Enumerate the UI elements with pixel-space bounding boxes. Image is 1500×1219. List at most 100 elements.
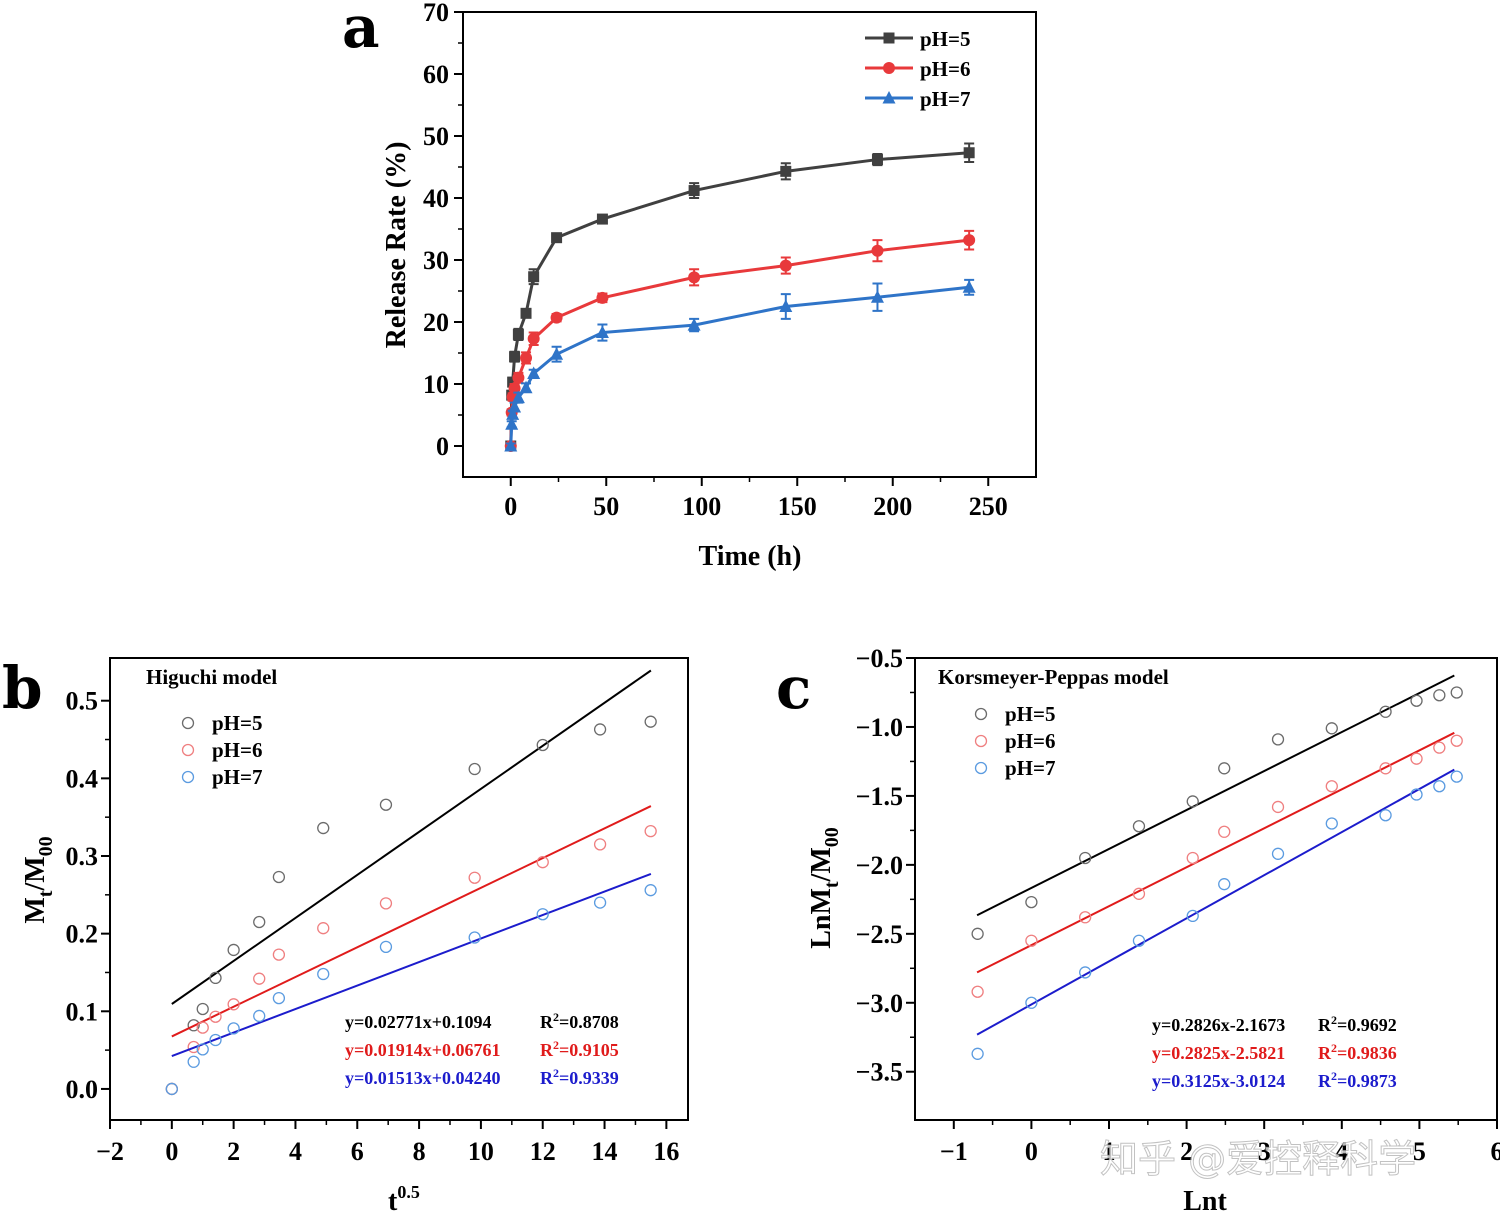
- chart-c-legend-marker: [974, 707, 988, 721]
- chart-b-point: [379, 798, 393, 811]
- chart-b-ytick-label: 0.2: [66, 920, 99, 949]
- chart-b-point: [593, 838, 607, 851]
- chart-c-point: [1079, 966, 1092, 979]
- chart-a-ytick-label: 30: [423, 246, 449, 275]
- chart-c-point: [1132, 934, 1146, 947]
- chart-b-equation: y=0.01513x+0.04240: [345, 1068, 501, 1088]
- chart-c-point: [971, 927, 984, 940]
- chart-a-point: [688, 185, 700, 197]
- chart-b-point: [187, 1040, 200, 1054]
- chart-a-point: [507, 376, 519, 388]
- chart-c-series-5: [971, 674, 1463, 940]
- chart-b-point: [272, 991, 286, 1005]
- chart-c-r2: R2=0.9873: [1318, 1069, 1397, 1091]
- chart-b-legend-marker: [181, 770, 195, 784]
- chart-c-point: [1025, 996, 1038, 1009]
- chart-c-equation: y=0.3125x-3.0124: [1152, 1071, 1285, 1091]
- chart-c-point: [1410, 752, 1423, 765]
- chart-b-xtick-label: 2: [227, 1137, 240, 1166]
- chart-b-point: [536, 738, 549, 752]
- chart-c-point: [1410, 788, 1423, 801]
- chart-b-xtick-label: 12: [530, 1137, 556, 1166]
- chart-a-point: [551, 232, 563, 244]
- chart-c-point: [1025, 934, 1038, 947]
- chart-a-legend-label: pH=5: [920, 27, 970, 51]
- chart-c-point: [1433, 689, 1446, 702]
- chart-a-ytick-label: 10: [423, 370, 449, 399]
- chart-c-point: [1218, 825, 1231, 838]
- chart-a-legend-marker: [882, 91, 896, 104]
- chart-b-point: [468, 931, 481, 944]
- chart-b-xtick-label: −2: [96, 1137, 124, 1166]
- chart-b-legend-label: pH=7: [212, 765, 262, 789]
- chart-c-point: [1186, 909, 1199, 923]
- chart-a-point: [595, 325, 609, 339]
- chart-b-xtick-label: 14: [592, 1137, 618, 1166]
- chart-c-ytick-label: −2.5: [856, 920, 903, 949]
- chart-a-xtick-label: 200: [873, 492, 912, 521]
- chart-b-point: [227, 943, 240, 957]
- panel-c-letter: c: [776, 654, 811, 722]
- chart-c-ytick-label: −3.5: [856, 1058, 903, 1087]
- chart-b-point: [468, 762, 481, 776]
- panel-a-letter: a: [342, 0, 380, 61]
- chart-a-point: [520, 351, 533, 364]
- chart-a-series-6: [504, 229, 976, 452]
- chart-a-xtick-label: 250: [969, 492, 1008, 521]
- watermark-text: 知乎 @爱控释科学: [1100, 1137, 1416, 1181]
- chart-a-point: [779, 259, 792, 272]
- chart-a-ytick-label: 0: [436, 432, 449, 461]
- chart-b-ytick-label: 0.5: [66, 687, 99, 716]
- chart-b-xlabel: t0.5: [388, 1182, 420, 1217]
- chart-c-title: Korsmeyer-Peppas model: [938, 665, 1169, 689]
- chart-b-legend-marker: [181, 716, 195, 730]
- chart-a-ytick-label: 50: [423, 122, 449, 151]
- chart-c-xtick-label: 2: [1180, 1137, 1193, 1166]
- chart-a-point: [520, 307, 532, 319]
- chart-a-point: [871, 244, 884, 257]
- chart-a-xtick-label: 50: [593, 492, 619, 521]
- chart-b-xtick-label: 4: [289, 1137, 302, 1166]
- chart-c-series-6: [971, 731, 1463, 998]
- chart-c-point: [1450, 734, 1463, 747]
- chart-b-xtick-label: 6: [351, 1137, 364, 1166]
- chart-c-point: [1379, 809, 1392, 822]
- chart-b-point: [536, 908, 549, 921]
- chart-c-equation: y=0.2826x-2.1673: [1152, 1015, 1285, 1035]
- chart-c-point: [1450, 686, 1463, 699]
- chart-b-ytick-label: 0.0: [66, 1075, 99, 1104]
- chart-a-point: [512, 371, 525, 384]
- chart-b-point: [165, 1082, 178, 1096]
- chart-a-point: [509, 351, 521, 363]
- chart-a-point: [511, 390, 525, 404]
- chart-c-point: [1271, 800, 1285, 814]
- chart-b-point: [536, 856, 549, 869]
- chart-b-series-5: [165, 669, 657, 1096]
- chart-b-point: [644, 825, 657, 838]
- chart-c-point: [1379, 762, 1392, 775]
- chart-b-series-7: [165, 872, 657, 1096]
- chart-b-point: [272, 870, 286, 884]
- chart-c-point: [1325, 780, 1338, 793]
- chart-a-point: [504, 439, 518, 452]
- chart-a-point: [505, 417, 519, 430]
- chart-a-point: [550, 347, 564, 360]
- chart-b-ylabel: Mt/M00: [20, 836, 57, 923]
- chart-c-equation: y=0.2825x-2.5821: [1152, 1043, 1285, 1063]
- chart-c-legend-label: pH=6: [1005, 729, 1055, 753]
- chart-b-frame: [109, 657, 689, 1121]
- chart-a-legend-label: pH=6: [920, 57, 970, 81]
- chart-b-higuchi: Higuchi model t0.5 Mt/M00 −2 0 2 4 6 8 10 12 14 1…: [20, 657, 689, 1217]
- chart-b-xtick-label: 8: [413, 1137, 426, 1166]
- chart-b-ytick-label: 0.1: [66, 997, 99, 1026]
- chart-b-point: [253, 915, 266, 929]
- chart-c-xlabel: Lnt: [1183, 1186, 1227, 1217]
- chart-b-point: [593, 896, 607, 909]
- chart-b-point: [253, 1009, 266, 1023]
- chart-a-ytick-label: 70: [423, 0, 449, 27]
- chart-c-ytick-label: −1.5: [856, 782, 903, 811]
- chart-c-r2: R2=0.9836: [1318, 1041, 1397, 1063]
- chart-a-xtick-label: 0: [504, 492, 517, 521]
- chart-c-xtick-label: 4: [1335, 1137, 1348, 1166]
